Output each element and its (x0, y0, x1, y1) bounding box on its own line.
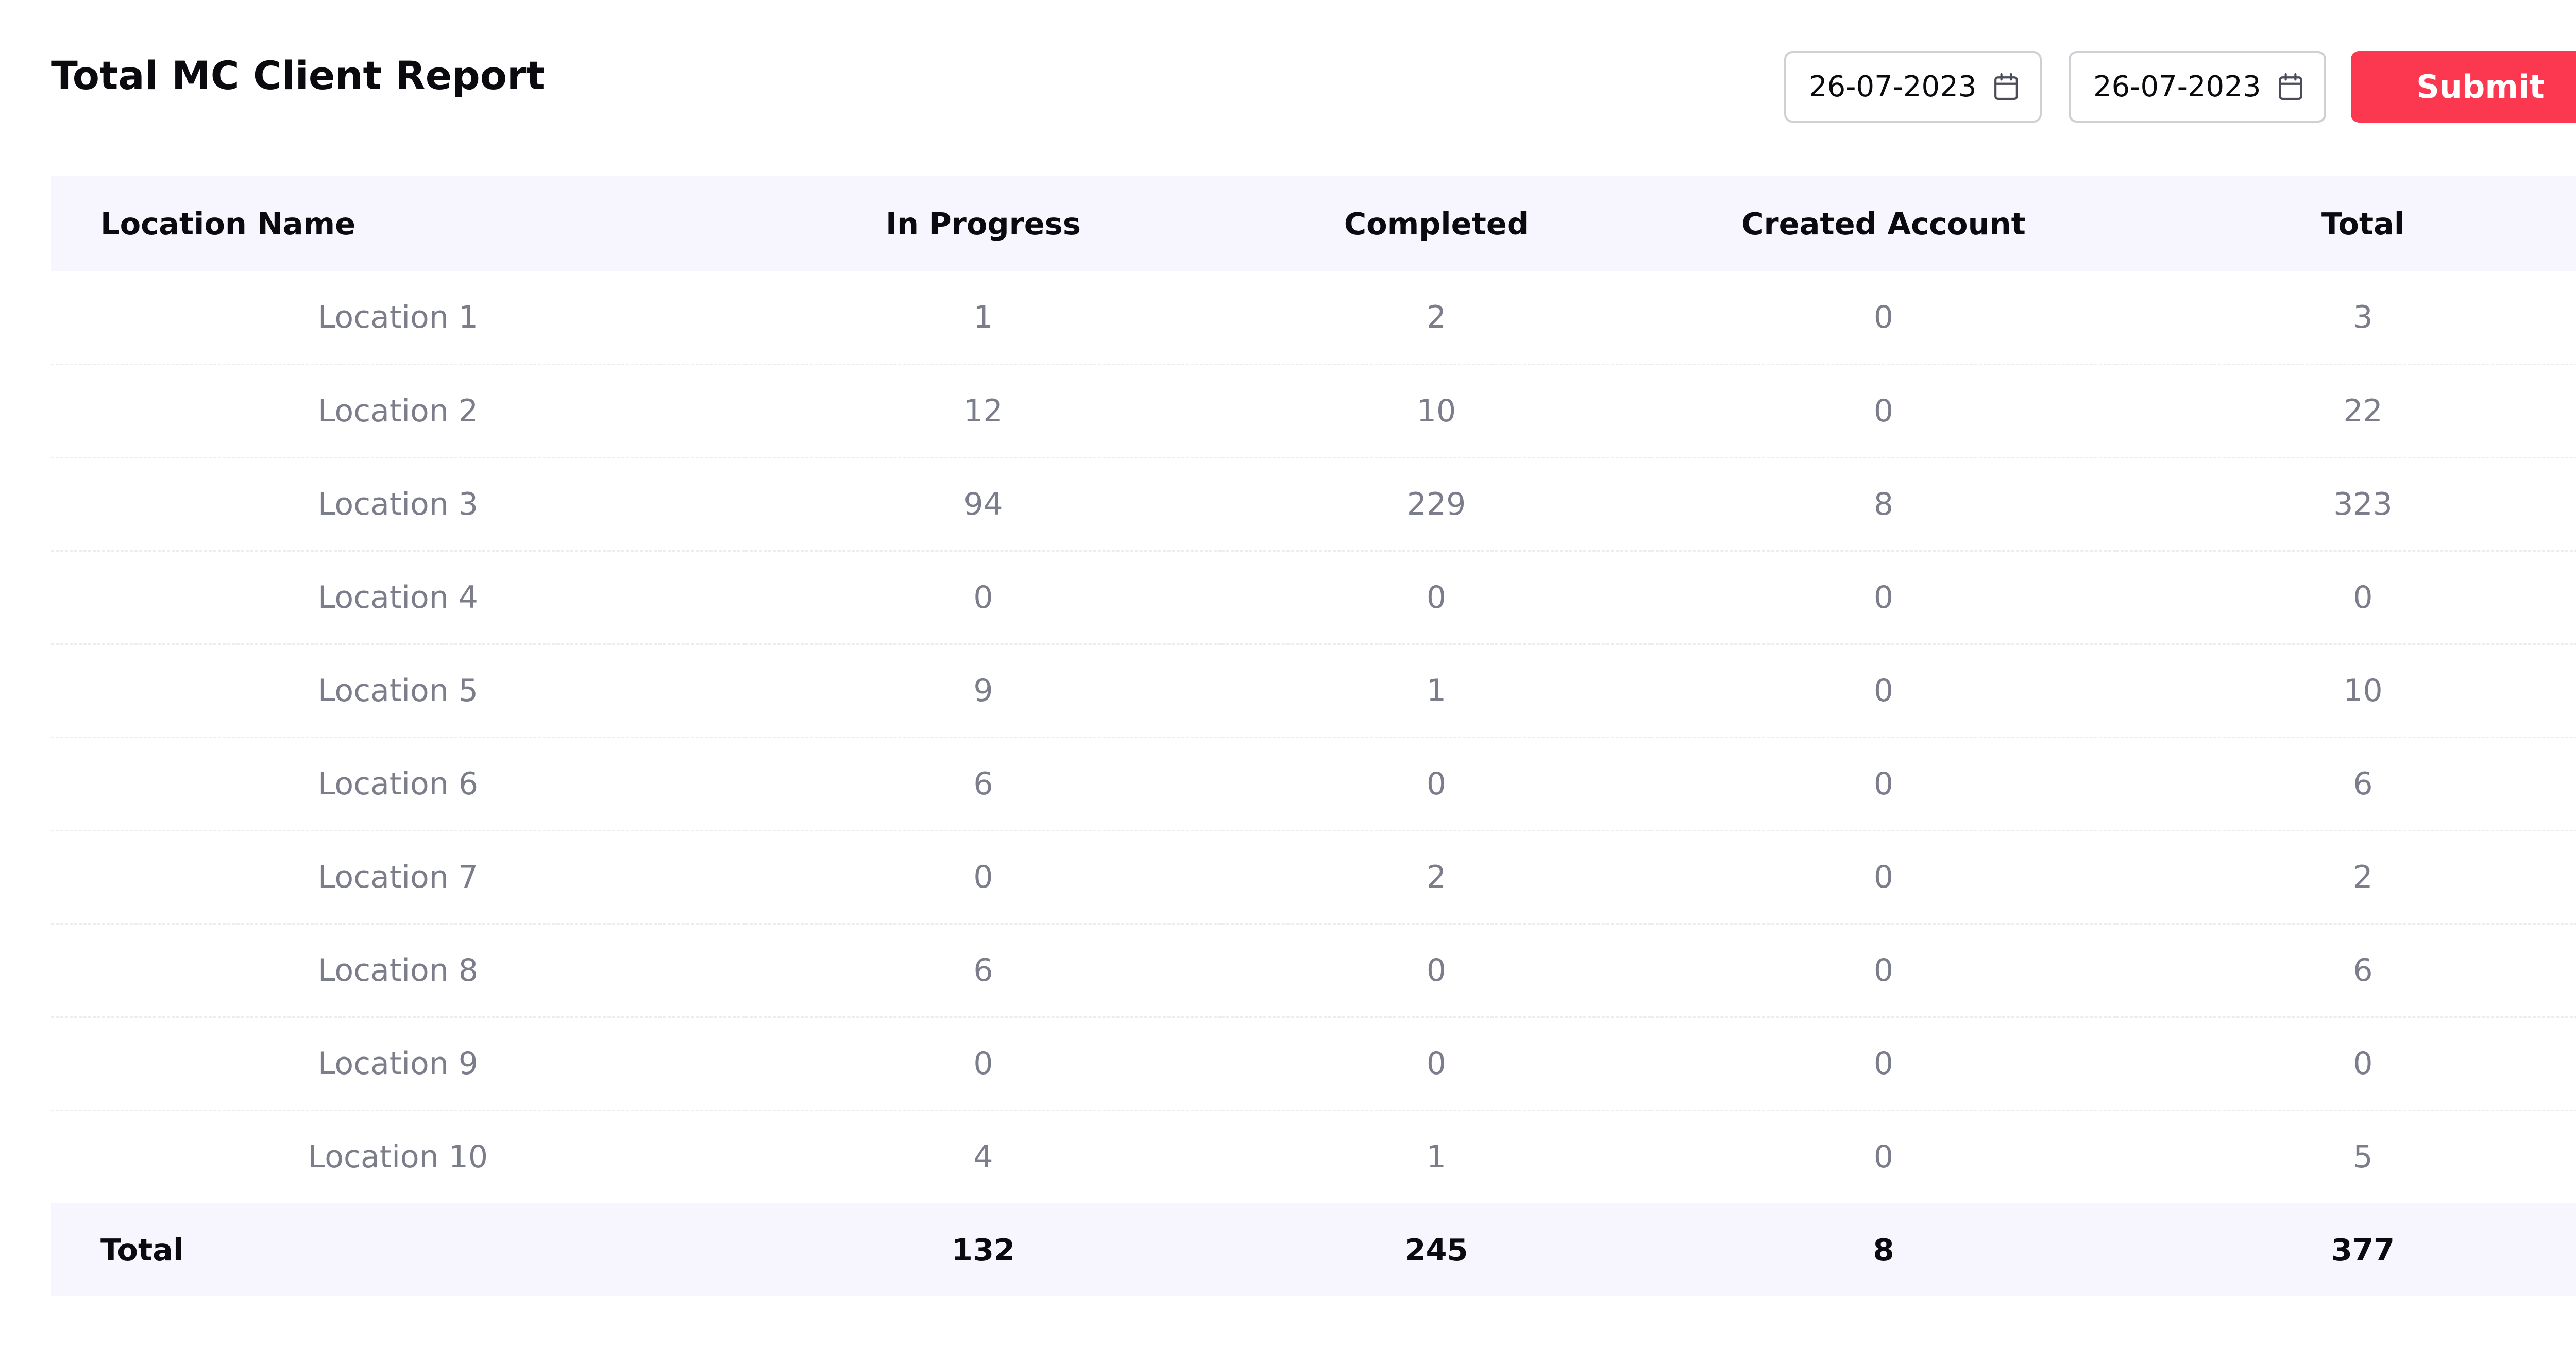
created-account-cell: 0 (1651, 924, 2116, 1018)
in-progress-cell: 4 (973, 1139, 993, 1175)
created-account-cell: 0 (1651, 1017, 2116, 1111)
column-header-created-account: Created Account (1741, 206, 2026, 242)
in-progress-cell: 9 (745, 644, 1222, 738)
column-header-in-progress: In Progress (886, 206, 1081, 242)
completed-cell: 2 (1222, 271, 1651, 365)
completed-cell: 229 (1222, 457, 1651, 552)
created-account-cell: 0 (1651, 551, 2116, 645)
location-name-cell: Location 5 (51, 644, 745, 738)
calendar-icon[interactable] (1993, 73, 2019, 101)
column-header-total: Total (2321, 206, 2405, 242)
location-name-cell: Location 7 (51, 830, 745, 925)
table-row: Location 5 9 1 0 10 (51, 644, 2576, 738)
totals-row: Total 132 245 8 377 (51, 1203, 2576, 1296)
table-row: Location 1 1 2 0 3 (51, 271, 2576, 365)
created-account-cell: 0 (1651, 271, 2116, 365)
total-in-progress: 132 (951, 1232, 1015, 1268)
completed-cell: 1 (1222, 644, 1651, 738)
location-name-cell: Location 1 (51, 271, 745, 365)
completed-cell: 2 (1222, 830, 1651, 925)
total-cell: 0 (2116, 1017, 2576, 1111)
completed-cell: 0 (1222, 924, 1651, 1018)
completed-cell: 0 (1222, 737, 1651, 831)
in-progress-cell: 0 (745, 551, 1222, 645)
calendar-icon[interactable] (2278, 73, 2303, 101)
total-cell: 0 (2116, 551, 2576, 645)
location-name-cell: Location 4 (51, 551, 745, 645)
completed-cell: 0 (1222, 1017, 1651, 1111)
date-from-value: 26-07-2023 (1809, 70, 1977, 104)
totals-label: Total (100, 1232, 184, 1268)
in-progress-cell: 94 (745, 457, 1222, 552)
in-progress-cell: 6 (745, 737, 1222, 831)
in-progress-cell: 12 (745, 364, 1222, 458)
location-name-cell: Location 9 (51, 1017, 745, 1111)
completed-cell: 0 (1222, 551, 1651, 645)
table-row: Location 3 94 229 8 323 (51, 457, 2576, 552)
date-from-input[interactable]: 26-07-2023 (1784, 51, 2042, 123)
table-row: Location 6 6 0 0 6 (51, 737, 2576, 831)
completed-cell: 10 (1222, 364, 1651, 458)
table-row: Location 8 6 0 0 6 (51, 924, 2576, 1018)
created-account-cell: 0 (1651, 830, 2116, 925)
table-row: Location 2 12 10 0 22 (51, 364, 2576, 458)
total-cell: 5 (2353, 1139, 2373, 1175)
location-name-cell: Location 6 (51, 737, 745, 831)
location-name-cell: Location 8 (51, 924, 745, 1018)
location-name-cell: Location 2 (51, 364, 745, 458)
completed-cell: 1 (1426, 1139, 1447, 1175)
created-account-cell: 0 (1651, 364, 2116, 458)
table-row: Location 10 4 1 0 5 (51, 1110, 2576, 1203)
page-title: Total MC Client Report (51, 53, 545, 98)
table-row: Location 9 0 0 0 0 (51, 1017, 2576, 1111)
date-to-input[interactable]: 26-07-2023 (2069, 51, 2326, 123)
total-cell: 22 (2116, 364, 2576, 458)
submit-button[interactable]: Submit (2351, 51, 2576, 123)
report-table: Location Name In Progress Completed Crea… (51, 176, 2576, 1296)
in-progress-cell: 0 (745, 830, 1222, 925)
total-cell: 3 (2116, 271, 2576, 365)
in-progress-cell: 1 (745, 271, 1222, 365)
location-name-cell: Location 3 (51, 457, 745, 552)
total-cell: 323 (2116, 457, 2576, 552)
total-cell: 2 (2116, 830, 2576, 925)
in-progress-cell: 6 (745, 924, 1222, 1018)
created-account-cell: 8 (1651, 457, 2116, 552)
total-cell: 6 (2116, 737, 2576, 831)
table-row: Location 4 0 0 0 0 (51, 551, 2576, 645)
column-header-completed: Completed (1344, 206, 1529, 242)
created-account-cell: 0 (1651, 737, 2116, 831)
location-name-cell: Location 10 (308, 1139, 488, 1175)
created-account-cell: 0 (1651, 644, 2116, 738)
created-account-cell: 0 (1873, 1139, 1894, 1175)
table-header-row: Location Name In Progress Completed Crea… (51, 176, 2576, 271)
in-progress-cell: 0 (745, 1017, 1222, 1111)
total-cell: 6 (2116, 924, 2576, 1018)
total-completed: 245 (1404, 1232, 1468, 1268)
table-row: Location 7 0 2 0 2 (51, 830, 2576, 925)
total-created-account: 8 (1873, 1232, 1894, 1268)
date-to-value: 26-07-2023 (2093, 70, 2261, 104)
grand-total: 377 (2331, 1232, 2395, 1268)
total-cell: 10 (2116, 644, 2576, 738)
column-header-location-name: Location Name (100, 206, 356, 242)
